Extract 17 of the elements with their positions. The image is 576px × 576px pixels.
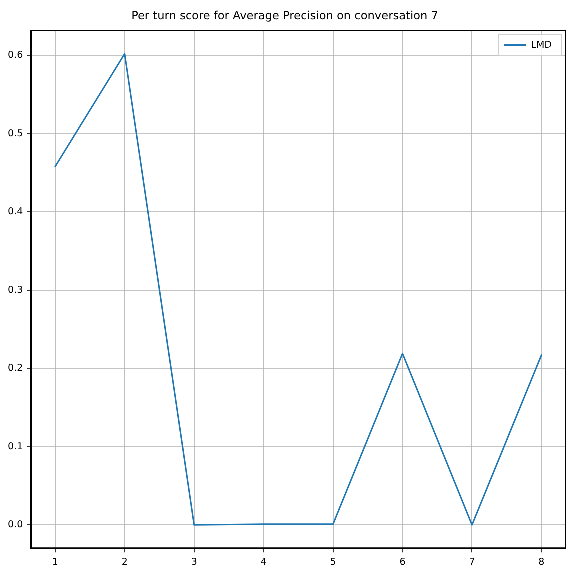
chart-title: Per turn score for Average Precision on conversation 7 [132,10,438,23]
y-tick-label: 0.1 [8,441,24,452]
y-tick-label: 0.3 [8,284,24,296]
y-tick-label: 0.5 [8,128,24,140]
x-tick-label: 5 [330,556,336,568]
x-tick-label: 3 [191,556,198,568]
x-tick-label: 1 [52,556,58,568]
x-tick-label: 8 [538,556,545,568]
y-tick-label: 0.6 [8,50,24,62]
y-tick-label: 0.0 [8,520,24,531]
x-tick-label: 6 [400,556,406,568]
x-tick-label: 2 [122,556,128,568]
legend-label: LMD [531,40,552,51]
y-tick-label: 0.2 [8,363,24,374]
y-tick-label: 0.4 [8,206,24,218]
x-tick-label: 7 [469,556,476,568]
x-tick-label: 4 [260,556,267,568]
